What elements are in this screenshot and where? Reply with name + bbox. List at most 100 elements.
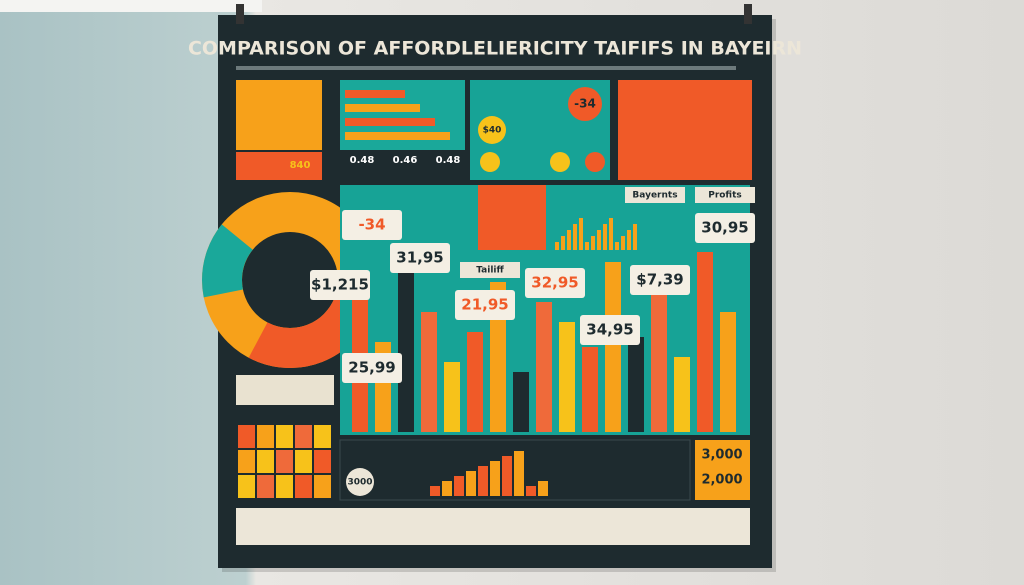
decor-bar	[697, 252, 713, 432]
decor-bar	[513, 372, 529, 432]
callout-box	[310, 270, 370, 300]
decor-bar	[478, 466, 488, 496]
callout: 34,95	[586, 321, 633, 339]
badge	[480, 152, 500, 172]
label: 0.48	[350, 155, 375, 166]
decor-bar	[674, 357, 690, 432]
footer-notes	[236, 508, 750, 545]
house	[314, 425, 331, 448]
house	[295, 425, 312, 448]
callout: $1,215	[311, 276, 369, 294]
clip	[236, 4, 244, 24]
decor-bar	[514, 451, 524, 496]
callout: 25,99	[348, 359, 395, 377]
house	[238, 425, 255, 448]
decor-bar	[345, 118, 435, 126]
house	[276, 475, 293, 498]
tag	[625, 187, 685, 203]
panel	[695, 440, 750, 500]
decor-bar	[651, 287, 667, 432]
panel	[618, 80, 752, 180]
decor-bar	[345, 104, 420, 112]
decor-bar	[573, 224, 577, 250]
callout: 21,95	[461, 296, 508, 314]
decor-bar	[559, 322, 575, 432]
decor-bar	[585, 242, 589, 250]
decor-bar	[467, 332, 483, 432]
decor-bar	[633, 224, 637, 250]
callout-box	[580, 315, 640, 345]
decor-bar	[621, 236, 625, 250]
house	[238, 450, 255, 473]
decor-bar	[603, 224, 607, 250]
panel	[236, 80, 322, 150]
badge	[550, 152, 570, 172]
label: 3,000	[701, 448, 742, 463]
decor-bar	[442, 481, 452, 496]
decor-bar	[591, 236, 595, 250]
decor-bar	[454, 476, 464, 496]
note	[236, 375, 334, 405]
decor-bar	[609, 218, 613, 250]
label: 3000	[347, 478, 372, 488]
house	[295, 450, 312, 473]
decor-bar	[398, 272, 414, 432]
house	[257, 475, 274, 498]
label: $40	[483, 126, 502, 136]
decor-bar	[536, 302, 552, 432]
clip	[744, 4, 752, 24]
decor-bar	[720, 312, 736, 432]
house	[257, 425, 274, 448]
decor-bar	[582, 347, 598, 432]
label: -34	[574, 97, 596, 111]
callout: 31,95	[396, 249, 443, 267]
house	[295, 475, 312, 498]
decor-bar	[466, 471, 476, 496]
callout: 32,95	[531, 274, 578, 292]
callout-box	[342, 353, 402, 383]
label: 2,000	[701, 473, 742, 488]
decor-bar	[444, 362, 460, 432]
label: 840	[290, 160, 311, 171]
house	[314, 475, 331, 498]
decor-bar	[526, 486, 536, 496]
callout-box	[342, 210, 402, 240]
label: Tailiff	[476, 266, 504, 276]
decor-bar	[605, 262, 621, 432]
tag	[695, 187, 755, 203]
decor-bar	[430, 486, 440, 496]
decor-bar	[628, 337, 644, 432]
decor-bar	[561, 236, 565, 250]
callout-box	[525, 268, 585, 298]
panel	[478, 185, 546, 250]
label: Profits	[708, 191, 742, 201]
label: 0.46	[393, 155, 418, 166]
frame-edge	[0, 0, 262, 12]
decor-bar	[345, 132, 450, 140]
callout: -34	[358, 216, 385, 234]
panel	[236, 152, 322, 180]
poster-title: COMPARISON OF AFFORDLELIERICITY TAIFIFS …	[188, 38, 802, 60]
tag	[460, 262, 520, 278]
decor-bar	[579, 218, 583, 250]
callout-box	[455, 290, 515, 320]
decor-bar	[538, 481, 548, 496]
decor-bar	[567, 230, 571, 250]
label: Bayernts	[632, 191, 677, 201]
house	[276, 450, 293, 473]
callout-box	[630, 265, 690, 295]
house	[238, 475, 255, 498]
decor-bar	[627, 230, 631, 250]
donut-segment	[202, 192, 378, 368]
decor-bar	[502, 456, 512, 496]
callout: 30,95	[701, 219, 748, 237]
decor-bar	[490, 461, 500, 496]
subtitle-line	[236, 66, 736, 70]
house	[314, 450, 331, 473]
decor-bar	[555, 242, 559, 250]
badge	[346, 468, 374, 496]
house	[257, 450, 274, 473]
label: 0.48	[436, 155, 461, 166]
callout: $7,39	[636, 271, 683, 289]
